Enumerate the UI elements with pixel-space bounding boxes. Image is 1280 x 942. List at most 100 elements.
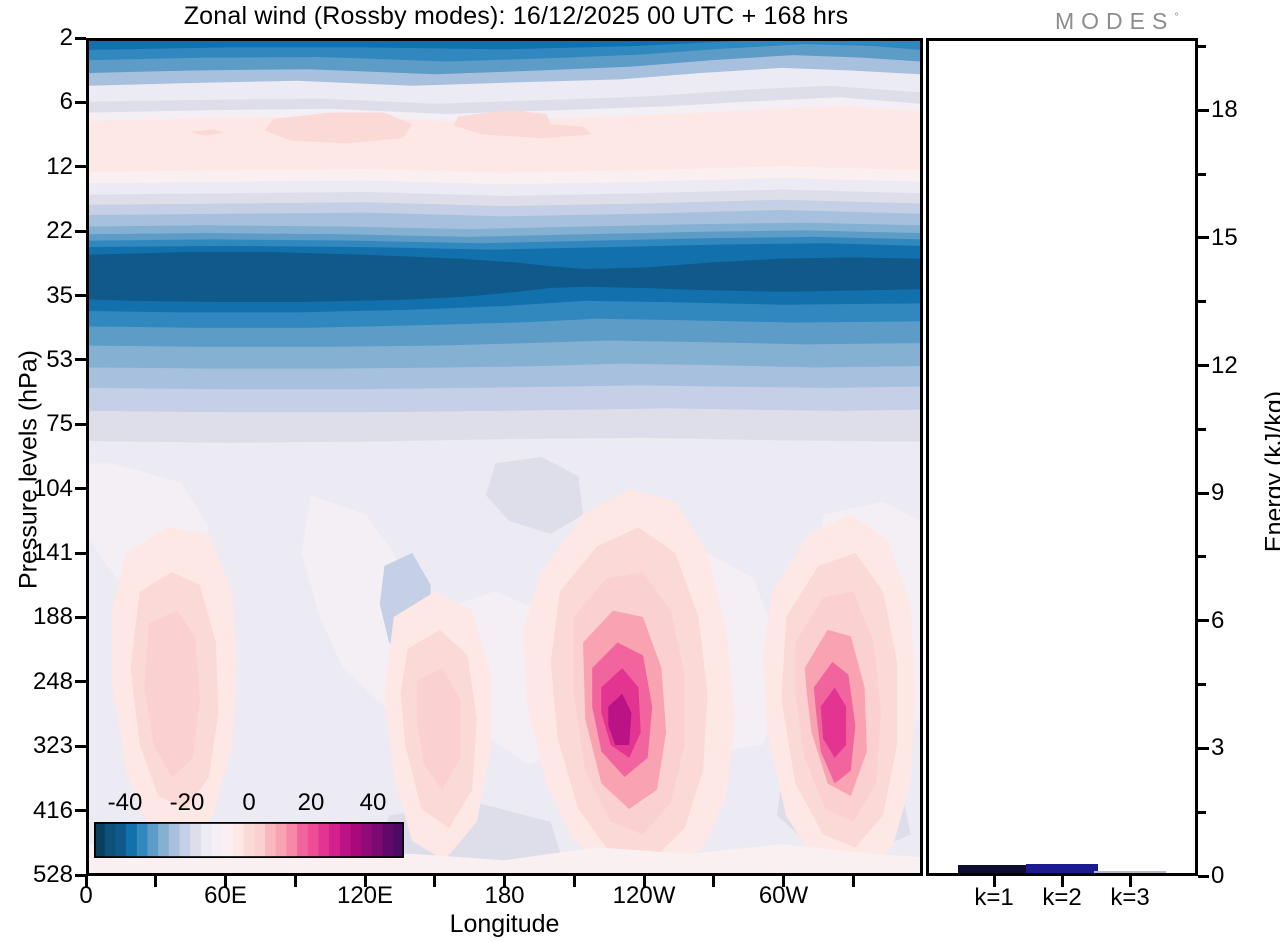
- energy-bar: [1026, 863, 1098, 873]
- pressure-tick-label: 248: [32, 667, 73, 695]
- wavenumber-tick-label: k=3: [1110, 884, 1150, 911]
- energy-tick-label: 0: [1211, 862, 1225, 889]
- modes-watermark-text: MODES: [1055, 8, 1175, 34]
- pressure-tick-mark: [75, 229, 86, 233]
- contour-band: [89, 837, 920, 873]
- energy-tick-label: 9: [1211, 479, 1225, 507]
- longitude-minor-tick: [712, 876, 716, 887]
- energy-tick-mark: [1198, 108, 1209, 112]
- pressure-tick-mark: [75, 809, 86, 813]
- energy-minor-tick: [1198, 810, 1206, 814]
- contour-field: [89, 41, 920, 873]
- longitude-tick-mark: [84, 876, 88, 887]
- pressure-tick-mark: [75, 551, 86, 555]
- colorbar-tick-label: 0: [242, 789, 256, 816]
- modes-watermark-mark: °: [1174, 11, 1179, 24]
- energy-axis-label: Energy (kJ/kg): [1260, 390, 1280, 553]
- pressure-tick-label: 104: [32, 474, 73, 502]
- contour-blob: [453, 110, 593, 139]
- energy-minor-tick: [1198, 683, 1206, 687]
- pressure-tick-mark: [75, 165, 86, 169]
- contour-blob: [89, 252, 920, 303]
- colorbar-tick-label: 20: [297, 789, 325, 816]
- pressure-tick-label: 141: [32, 539, 73, 567]
- contour-blob: [190, 129, 223, 136]
- contour-band: [89, 41, 920, 50]
- energy-tick-label: 15: [1211, 223, 1238, 251]
- pressure-tick-mark: [75, 487, 86, 491]
- energy-minor-tick: [1198, 300, 1206, 304]
- pressure-tick-label: 528: [32, 861, 73, 888]
- colorbar-tick-label: 40: [359, 789, 387, 816]
- page-title: Zonal wind (Rossby modes): 16/12/2025 00…: [183, 2, 849, 30]
- pressure-tick-label: 2: [59, 24, 73, 51]
- pressure-tick-mark: [75, 36, 86, 40]
- longitude-tick-mark: [642, 876, 646, 887]
- pressure-tick-mark: [75, 294, 86, 298]
- y-axis-label: Pressure levels (hPa): [14, 350, 43, 589]
- contour-blob: [486, 457, 584, 534]
- pressure-tick-mark: [75, 358, 86, 362]
- pressure-tick-mark: [75, 744, 86, 748]
- longitude-tick-label: 0: [79, 882, 93, 909]
- energy-minor-tick: [1198, 45, 1206, 48]
- x-axis-label: Longitude: [449, 910, 560, 938]
- contour-blob: [608, 693, 632, 746]
- energy-bar: [958, 865, 1030, 873]
- pressure-tick-label: 22: [46, 217, 73, 245]
- colorbar: -40 -20 0 20 40: [94, 789, 404, 858]
- energy-tick-label: 3: [1211, 734, 1225, 762]
- longitude-tick-mark: [503, 876, 506, 887]
- contour-blob: [820, 687, 847, 758]
- wavenumber-tick-mark: [1128, 876, 1132, 887]
- contour-blob: [144, 610, 200, 777]
- energy-bar-panel: [926, 38, 1198, 876]
- energy-minor-tick: [1198, 172, 1206, 176]
- wavenumber-tick-mark: [1060, 876, 1064, 887]
- longitude-tick-mark: [363, 876, 367, 887]
- wavenumber-tick-label: k=1: [974, 884, 1014, 911]
- energy-tick-mark: [1198, 236, 1209, 240]
- energy-bar: [1094, 870, 1166, 873]
- colorbar-swatches: [94, 822, 404, 858]
- energy-minor-tick: [1198, 427, 1206, 431]
- modes-watermark: MODES°: [1055, 8, 1179, 35]
- pressure-tick-label: 35: [46, 281, 73, 309]
- pressure-tick-label: 12: [46, 152, 73, 180]
- energy-tick-label: 6: [1211, 606, 1225, 634]
- pressure-tick-label: 188: [32, 603, 73, 631]
- colorbar-tick-label: -40: [107, 789, 143, 816]
- wavenumber-tick-mark: [992, 876, 996, 887]
- pressure-tick-label: 6: [59, 88, 73, 116]
- pressure-tick-label: 323: [32, 732, 73, 760]
- longitude-tick-mark: [782, 876, 785, 887]
- longitude-tick-mark: [224, 876, 227, 887]
- energy-tick-mark: [1198, 491, 1209, 495]
- energy-tick-label: 18: [1211, 96, 1238, 124]
- energy-tick-mark: [1198, 746, 1209, 750]
- pressure-tick-label: 416: [32, 796, 73, 824]
- pressure-tick-mark: [75, 100, 86, 104]
- contour-blob: [264, 112, 413, 144]
- energy-minor-tick: [1198, 555, 1206, 559]
- zonal-wind-contour-panel: [86, 38, 923, 876]
- longitude-minor-tick: [433, 876, 437, 887]
- pressure-tick-mark: [75, 615, 86, 619]
- longitude-minor-tick: [572, 876, 576, 887]
- longitude-minor-tick: [293, 876, 297, 887]
- colorbar-tick-label: -20: [169, 789, 205, 816]
- contour-blob: [416, 668, 461, 790]
- energy-tick-label: 12: [1211, 351, 1238, 379]
- longitude-minor-tick: [851, 876, 855, 887]
- pressure-tick-label: 75: [46, 410, 73, 438]
- energy-tick-mark: [1198, 364, 1209, 368]
- pressure-tick-mark: [75, 873, 86, 877]
- pressure-tick-mark: [75, 422, 86, 426]
- longitude-minor-tick: [154, 876, 158, 887]
- pressure-tick-label: 53: [46, 345, 73, 373]
- wavenumber-tick-label: k=2: [1042, 884, 1082, 911]
- energy-tick-mark: [1198, 874, 1209, 878]
- pressure-tick-mark: [75, 680, 86, 684]
- energy-tick-mark: [1198, 619, 1209, 623]
